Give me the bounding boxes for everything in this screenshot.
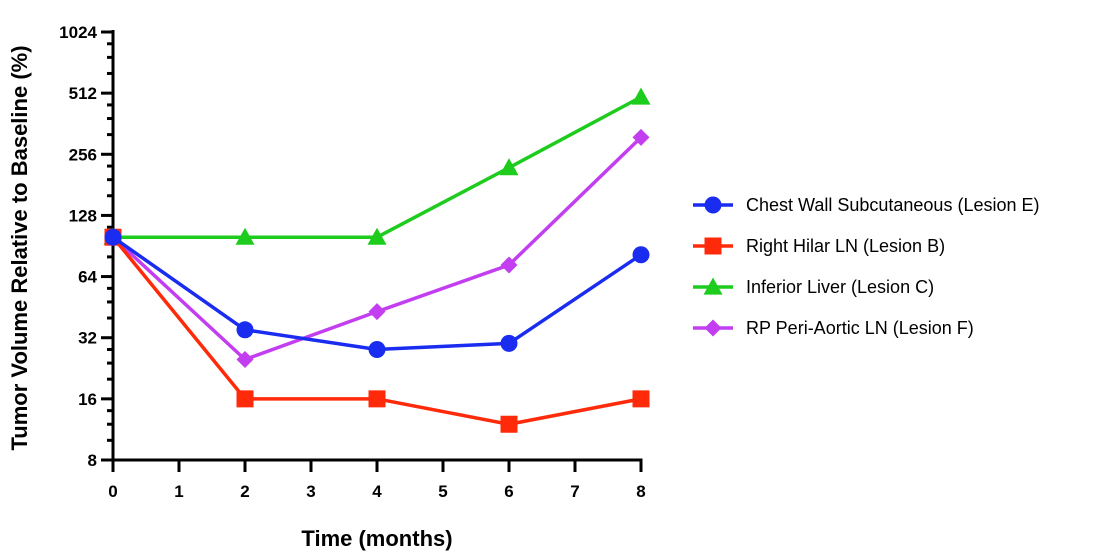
data-point (500, 256, 518, 274)
y-tick-label: 32 (78, 329, 97, 348)
y-tick-label: 16 (78, 390, 97, 409)
x-tick-label: 8 (636, 482, 645, 501)
legend-item: Right Hilar LN (Lesion B) (693, 236, 945, 256)
data-point (500, 415, 518, 433)
x-tick-label: 1 (174, 482, 183, 501)
data-point (367, 227, 387, 245)
data-point (235, 227, 255, 245)
data-point (631, 87, 651, 105)
x-tick-label: 2 (240, 482, 249, 501)
data-point (368, 390, 386, 408)
y-tick-label: 64 (78, 268, 97, 287)
data-point (632, 128, 650, 146)
y-tick-label: 8 (88, 451, 97, 470)
x-axis-title: Time (months) (301, 526, 452, 551)
data-point (236, 321, 254, 339)
x-tick-label: 6 (504, 482, 513, 501)
x-tick-label: 4 (372, 482, 382, 501)
data-point (632, 390, 650, 408)
y-tick-label: 256 (69, 145, 97, 164)
series-circle (104, 228, 650, 358)
x-tick-label: 3 (306, 482, 315, 501)
legend-label: RP Peri-Aortic LN (Lesion F) (746, 318, 974, 338)
legend-label: Inferior Liver (Lesion C) (746, 277, 934, 297)
y-tick-label: 512 (69, 84, 97, 103)
y-tick-label: 1024 (59, 23, 97, 42)
legend-label: Right Hilar LN (Lesion B) (746, 236, 945, 256)
series-triangle (103, 87, 651, 245)
x-tick-label: 7 (570, 482, 579, 501)
legend-item: RP Peri-Aortic LN (Lesion F) (693, 318, 974, 338)
series-line (111, 136, 643, 362)
data-point (368, 303, 386, 321)
data-point (236, 390, 254, 408)
series-diamond (104, 128, 650, 368)
data-point (499, 158, 519, 176)
y-axis-title: Tumor Volume Relative to Baseline (%) (7, 45, 32, 450)
legend-marker (704, 237, 722, 255)
data-point (104, 228, 122, 246)
series-layer (103, 87, 651, 433)
legend-marker (703, 277, 723, 295)
legend-label: Chest Wall Subcutaneous (Lesion E) (746, 195, 1039, 215)
x-tick-label: 0 (108, 482, 117, 501)
data-point (368, 340, 386, 358)
x-tick-label: 5 (438, 482, 447, 501)
data-point (500, 334, 518, 352)
legend: Chest Wall Subcutaneous (Lesion E) Right … (693, 195, 1039, 338)
y-tick-label: 128 (69, 206, 97, 225)
data-point (236, 350, 254, 368)
axes: 8 16 32 64 128 256 512 1024 0 1 2 3 4 5 6 7 8 (59, 23, 646, 501)
legend-item: Inferior Liver (Lesion C) (693, 277, 934, 297)
data-point (632, 246, 650, 264)
legend-marker (704, 319, 722, 337)
legend-item: Chest Wall Subcutaneous (Lesion E) (693, 195, 1039, 215)
series-square (104, 228, 650, 433)
legend-marker (704, 196, 722, 214)
